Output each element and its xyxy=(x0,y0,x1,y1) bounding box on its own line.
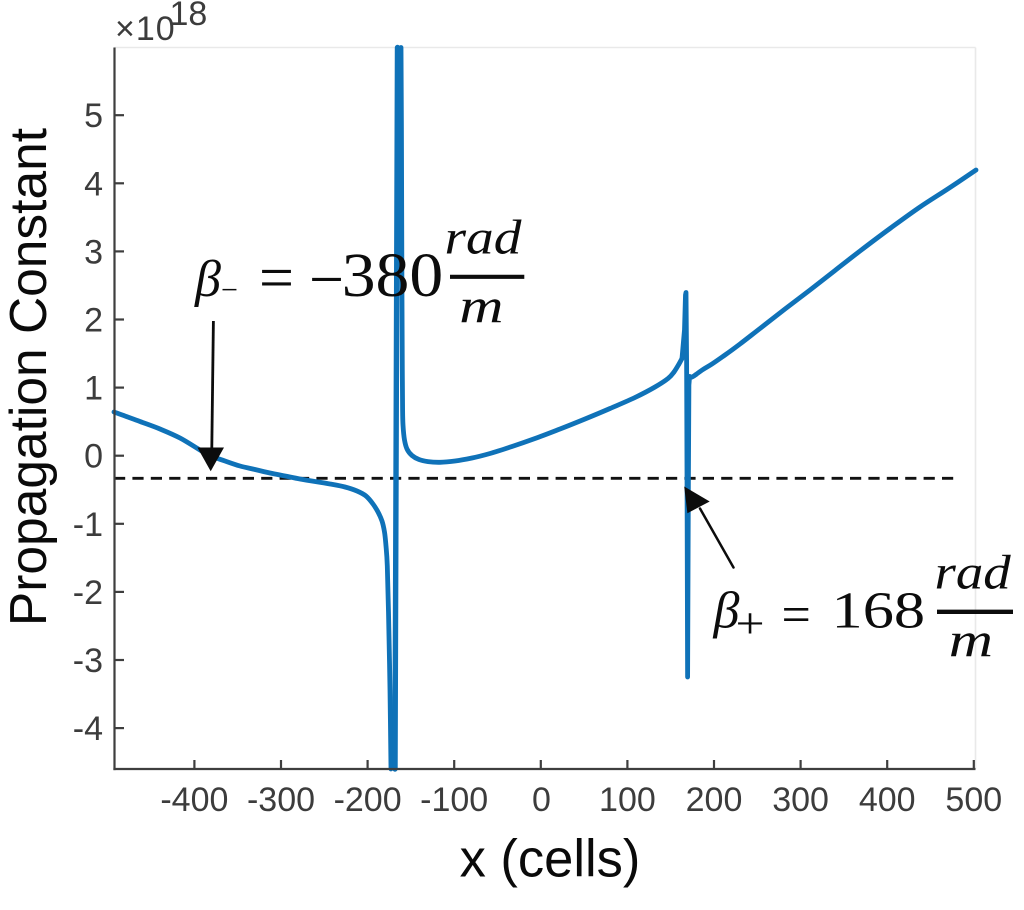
svg-text:380: 380 xyxy=(342,242,444,311)
svg-text:4: 4 xyxy=(84,165,103,203)
svg-text:400: 400 xyxy=(859,781,916,819)
svg-text:100: 100 xyxy=(599,781,656,819)
svg-text:−: − xyxy=(221,274,238,307)
svg-text:β: β xyxy=(713,583,740,640)
svg-text:500: 500 xyxy=(945,781,1002,819)
svg-text:0: 0 xyxy=(532,781,551,819)
svg-text:m: m xyxy=(949,613,993,667)
svg-text:-400: -400 xyxy=(160,781,228,819)
svg-text:+: + xyxy=(736,601,765,648)
svg-text:0: 0 xyxy=(84,438,103,476)
svg-text:Propagation Constant: Propagation Constant xyxy=(0,128,57,626)
svg-text:m: m xyxy=(459,279,503,333)
svg-text:1: 1 xyxy=(84,370,103,408)
svg-text:-2: -2 xyxy=(73,574,103,612)
svg-text:-1: -1 xyxy=(73,506,103,544)
svg-text:rad: rad xyxy=(935,546,1012,600)
svg-text:rad: rad xyxy=(445,211,523,265)
svg-text:2: 2 xyxy=(84,302,103,340)
svg-text:5: 5 xyxy=(84,97,103,135)
svg-text:-300: -300 xyxy=(247,781,315,819)
svg-text:-200: -200 xyxy=(334,781,402,819)
svg-text:=: = xyxy=(782,587,811,644)
svg-text:200: 200 xyxy=(686,781,743,819)
svg-text:x (cells): x (cells) xyxy=(460,830,641,889)
svg-text:=: = xyxy=(259,245,294,313)
svg-text:3: 3 xyxy=(84,233,103,271)
svg-text:×10: ×10 xyxy=(115,10,176,48)
svg-text:18: 18 xyxy=(170,0,208,33)
svg-text:300: 300 xyxy=(772,781,829,819)
svg-text:-3: -3 xyxy=(73,642,103,680)
svg-text:-100: -100 xyxy=(420,781,488,819)
svg-text:168: 168 xyxy=(832,582,926,639)
svg-text:-4: -4 xyxy=(73,710,103,748)
svg-text:β: β xyxy=(194,251,221,308)
svg-text:−: − xyxy=(309,246,344,314)
